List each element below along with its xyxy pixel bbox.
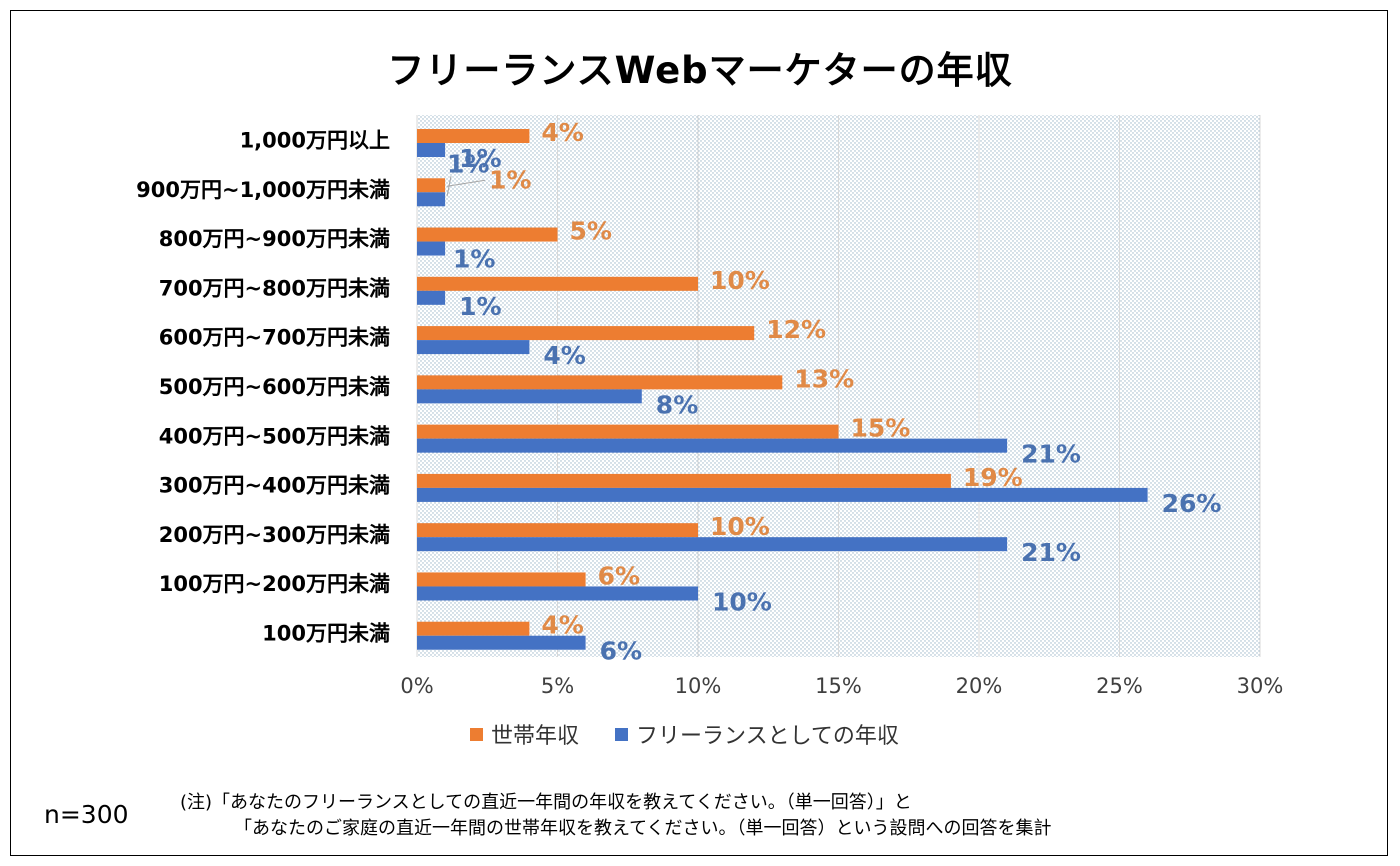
data-label-freelance: 8% [656, 390, 698, 419]
data-label-freelance: 4% [543, 341, 585, 370]
leader-line [446, 176, 452, 197]
category-label: 500万円~600万円未満 [159, 375, 390, 399]
category-label: 100万円未満 [262, 621, 390, 645]
sample-size: n=300 [44, 800, 129, 829]
data-label-household: 4% [541, 611, 583, 640]
bar-freelance [417, 586, 698, 601]
data-label-freelance: 21% [1021, 440, 1081, 469]
bar-freelance [417, 241, 446, 256]
data-label-household: 13% [794, 364, 854, 393]
bar-household [417, 523, 698, 538]
data-label-household: 1% [489, 165, 531, 194]
bar-household [417, 424, 839, 439]
category-label: 300万円~400万円未満 [159, 474, 390, 498]
data-label-freelance: 1% [447, 149, 489, 178]
legend-item-freelance: フリーランスとしての年収 [615, 718, 899, 750]
leader-line [447, 179, 486, 187]
data-label-freelance: 26% [1162, 489, 1222, 518]
bar-freelance [417, 340, 530, 355]
data-label-freelance: 6% [600, 637, 642, 666]
category-label: 400万円~500万円未満 [159, 424, 390, 448]
category-label: 100万円~200万円未満 [159, 572, 390, 596]
data-label-household: 15% [851, 414, 911, 443]
x-tick-label: 25% [1096, 674, 1143, 698]
data-label-household: 12% [766, 315, 826, 344]
category-label: 1,000万円以上 [240, 129, 390, 153]
footnote: (注)「あなたのフリーランスとしての直近一年間の年収を教えてください。（単一回答… [180, 790, 1052, 842]
legend-item-household: 世帯年収 [470, 718, 579, 750]
data-label-freelance: 1% [453, 245, 495, 274]
data-label-household: 10% [710, 266, 770, 295]
data-label-freelance: 10% [712, 587, 772, 616]
footnote-line-2: 「あなたのご家庭の直近一年間の世帯年収を教えてください。（単一回答）という設問へ… [234, 818, 1052, 839]
data-label-freelance: 1% [459, 292, 501, 321]
x-tick-label: 30% [1237, 674, 1284, 698]
data-label-household: 6% [598, 561, 640, 590]
x-tick-label: 15% [815, 674, 862, 698]
bar-household [417, 276, 698, 291]
bar-household [417, 227, 558, 242]
category-label: 700万円~800万円未満 [159, 276, 390, 300]
x-tick-label: 5% [541, 674, 574, 698]
category-label: 900万円~1,000万円未満 [136, 178, 390, 202]
bar-freelance [417, 143, 446, 157]
data-label-household: 19% [963, 463, 1023, 492]
bar-freelance [417, 537, 1008, 552]
x-tick-label: 10% [675, 674, 722, 698]
bar-freelance [417, 487, 1148, 502]
category-label: 600万円~700万円未満 [159, 326, 390, 350]
bar-freelance [417, 438, 1008, 453]
chart-legend: 世帯年収 フリーランスとしての年収 [470, 718, 935, 750]
data-label-household: 4% [541, 118, 583, 147]
bar-household [417, 473, 951, 488]
footnote-line-1: (注)「あなたのフリーランスとしての直近一年間の年収を教えてください。（単一回答… [180, 792, 912, 813]
bar-household [417, 621, 530, 636]
chart-title: フリーランスWebマーケターの年収 [387, 49, 1013, 92]
bar-household [417, 178, 446, 193]
category-label: 800万円~900万円未満 [159, 227, 390, 251]
legend-swatch-freelance [615, 727, 629, 741]
data-label-household: 10% [710, 512, 770, 541]
bar-freelance [417, 290, 446, 305]
bar-freelance [417, 192, 446, 207]
legend-label-household: 世帯年収 [491, 724, 580, 749]
legend-swatch-household [470, 727, 483, 741]
legend-label-freelance: フリーランスとしての年収 [636, 724, 899, 749]
bar-freelance [417, 635, 586, 650]
category-label: 200万円~300万円未満 [159, 523, 390, 547]
data-label-freelance: 21% [1021, 538, 1081, 567]
x-tick-label: 20% [956, 674, 1003, 698]
bar-household [417, 326, 755, 341]
bar-household [417, 129, 530, 143]
data-label-freelance: 1% [459, 144, 501, 173]
data-label-household: 5% [570, 217, 612, 246]
bar-household [417, 572, 586, 587]
x-tick-label: 0% [400, 674, 433, 698]
bar-freelance [417, 389, 642, 404]
bar-household [417, 375, 783, 390]
